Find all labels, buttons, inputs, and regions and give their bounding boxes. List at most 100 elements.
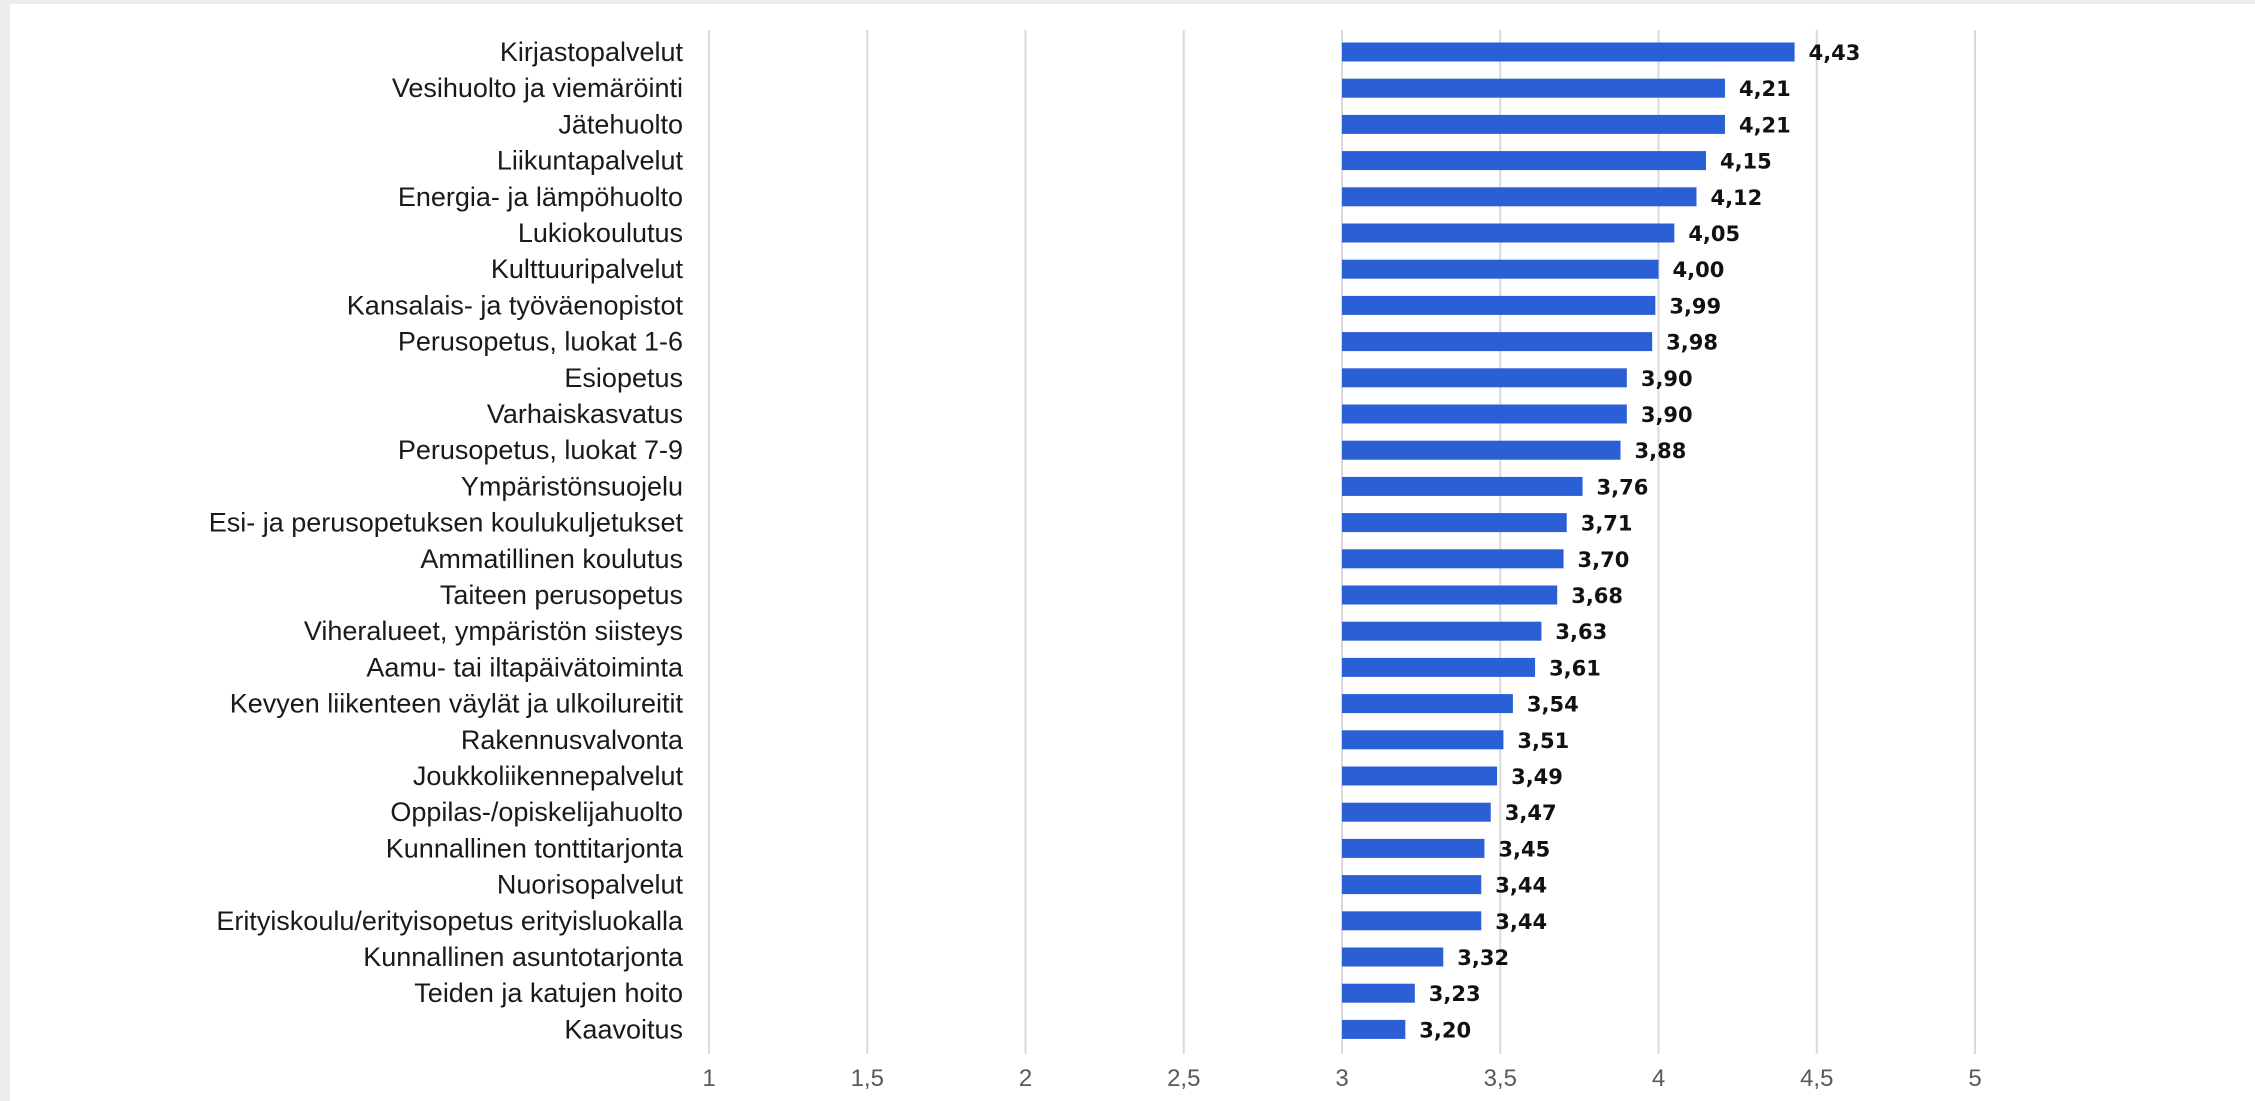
category-label: Joukkoliikennepalvelut [413, 761, 684, 791]
data-label: 4,15 [1720, 150, 1772, 174]
category-label: Kaavoitus [564, 1014, 683, 1044]
category-label: Ympäristönsuojelu [461, 471, 683, 501]
gridlines [708, 30, 1976, 1054]
data-label: 3,98 [1666, 331, 1718, 355]
category-label: Perusopetus, luokat 1-6 [398, 327, 683, 357]
bar [1342, 875, 1482, 895]
bar [1342, 911, 1482, 931]
data-label: 4,21 [1739, 113, 1791, 137]
bar [1342, 657, 1536, 677]
data-label: 3,54 [1527, 693, 1579, 717]
category-label: Kansalais- ja työväenopistot [347, 290, 684, 320]
data-label: 3,44 [1495, 910, 1547, 934]
bar [1342, 476, 1583, 496]
x-tick-label: 4,5 [1800, 1065, 1833, 1092]
category-label: Esi- ja perusopetuksen koulukuljetukset [209, 508, 684, 538]
data-label: 3,76 [1597, 475, 1649, 499]
bar [1342, 114, 1725, 134]
category-label: Oppilas-/opiskelijahuolto [390, 797, 683, 827]
bar-chart: Kirjastopalvelut Vesihuolto ja viemäröint… [209, 30, 1982, 1092]
data-label: 4,21 [1739, 77, 1791, 101]
data-label: 3,45 [1498, 837, 1550, 861]
bars [1342, 42, 1795, 1039]
data-label: 3,49 [1511, 765, 1563, 789]
bar [1342, 151, 1706, 171]
category-label: Kunnallinen asuntotarjonta [363, 942, 684, 972]
bar [1342, 838, 1485, 858]
bar [1342, 694, 1513, 714]
bar [1342, 368, 1627, 388]
bar [1342, 223, 1675, 243]
x-tick-label: 2,5 [1167, 1065, 1200, 1092]
data-label: 3,51 [1517, 729, 1569, 753]
category-label: Kunnallinen tonttitarjonta [386, 833, 684, 863]
data-label: 3,90 [1641, 403, 1693, 427]
x-tick-label: 1 [702, 1065, 715, 1092]
category-label: Erityiskoulu/erityisopetus erityisluokal… [216, 906, 684, 936]
bar [1342, 295, 1656, 315]
bar [1342, 1019, 1406, 1039]
data-label: 3,63 [1555, 620, 1607, 644]
x-axis-tick-labels: 1 1,5 2 2,5 3 3,5 4 4,5 5 [702, 1065, 1981, 1092]
bar [1342, 621, 1542, 641]
bar [1342, 983, 1415, 1003]
x-tick-label: 1,5 [851, 1065, 884, 1092]
data-label: 3,68 [1571, 584, 1623, 608]
category-label: Viheralueet, ympäristön siisteys [304, 616, 683, 646]
category-label: Energia- ja lämpöhuolto [398, 182, 683, 212]
x-tick-label: 4 [1652, 1065, 1665, 1092]
category-label: Aamu- tai iltapäivätoiminta [366, 652, 684, 682]
value-labels: 4,43 4,21 4,21 4,15 4,12 4,05 4,00 3,99 3,98 3,90… [1419, 41, 1860, 1042]
bar [1342, 766, 1498, 786]
bar [1342, 513, 1567, 533]
bar [1342, 259, 1659, 279]
category-label: Esiopetus [564, 363, 683, 393]
bar [1342, 730, 1504, 750]
data-label: 3,70 [1578, 548, 1630, 572]
bar [1342, 404, 1627, 424]
data-label: 3,20 [1419, 1018, 1471, 1042]
data-label: 3,44 [1495, 874, 1547, 898]
x-tick-label: 3,5 [1484, 1065, 1517, 1092]
bar [1342, 802, 1491, 822]
x-tick-label: 3 [1335, 1065, 1348, 1092]
data-label: 3,61 [1549, 656, 1601, 680]
category-label: Kulttuuripalvelut [491, 254, 684, 284]
bar [1342, 332, 1653, 352]
data-label: 4,05 [1688, 222, 1740, 246]
bar [1342, 42, 1795, 62]
bar [1342, 187, 1697, 207]
x-tick-label: 2 [1019, 1065, 1032, 1092]
bar [1342, 585, 1558, 605]
category-label: Kirjastopalvelut [500, 37, 684, 67]
bar [1342, 440, 1621, 460]
data-label: 3,71 [1581, 512, 1633, 536]
bar [1342, 947, 1444, 967]
category-label: Nuorisopalvelut [497, 870, 684, 900]
data-label: 4,12 [1710, 186, 1762, 210]
x-tick-label: 5 [1968, 1065, 1981, 1092]
category-label: Lukiokoulutus [518, 218, 683, 248]
category-label: Rakennusvalvonta [461, 725, 684, 755]
category-label: Ammatillinen koulutus [420, 544, 683, 574]
data-label: 3,47 [1505, 801, 1557, 825]
category-label: Vesihuolto ja viemäröinti [392, 73, 683, 103]
category-label: Jätehuolto [558, 109, 683, 139]
category-label: Taiteen perusopetus [440, 580, 683, 610]
category-label: Varhaiskasvatus [487, 399, 683, 429]
category-label: Kevyen liikenteen väylät ja ulkoilureiti… [230, 689, 684, 719]
category-label: Teiden ja katujen hoito [414, 978, 683, 1008]
category-label: Perusopetus, luokat 7-9 [398, 435, 683, 465]
chart-area: Kirjastopalvelut Vesihuolto ja viemäröint… [10, 4, 2255, 1101]
data-label: 3,23 [1429, 982, 1481, 1006]
category-label: Liikuntapalvelut [497, 146, 684, 176]
data-label: 4,00 [1673, 258, 1725, 282]
data-label: 3,99 [1669, 294, 1721, 318]
data-label: 3,32 [1457, 946, 1509, 970]
bar [1342, 78, 1725, 98]
data-label: 4,43 [1809, 41, 1861, 65]
data-label: 3,90 [1641, 367, 1693, 391]
data-label: 3,88 [1635, 439, 1687, 463]
category-labels: Kirjastopalvelut Vesihuolto ja viemäröint… [209, 37, 684, 1044]
bar [1342, 549, 1564, 569]
